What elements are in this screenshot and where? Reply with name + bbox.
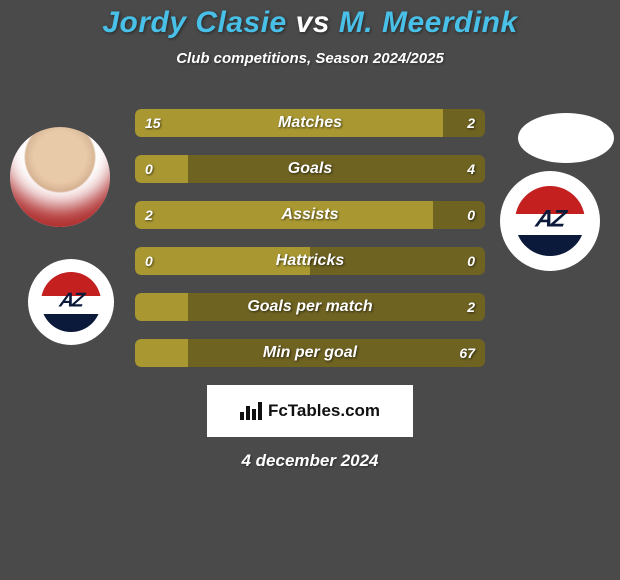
page-title: Jordy Clasie vs M. Meerdink	[0, 6, 620, 40]
club-logo-az-icon: AZ	[41, 272, 101, 332]
stat-bar-right-fill	[443, 109, 485, 137]
club-logo-az-icon: AZ	[515, 186, 585, 256]
stat-label: Goals per match	[247, 298, 372, 316]
stat-bar: Goals 0 4	[135, 155, 485, 183]
player2-club-logo: AZ	[500, 171, 600, 271]
stat-value-left: 2	[145, 207, 153, 223]
player1-club-logo: AZ	[28, 259, 114, 345]
stat-bar-left-fill	[135, 339, 188, 367]
stat-bar: Hattricks 0 0	[135, 247, 485, 275]
stat-bar-left-fill	[135, 293, 188, 321]
stat-value-right: 2	[467, 299, 475, 315]
title-player1: Jordy Clasie	[102, 6, 286, 39]
stat-label: Matches	[278, 114, 342, 132]
stat-bar-right-fill	[188, 155, 486, 183]
stat-value-right: 67	[459, 345, 475, 361]
stat-bar-right-fill	[433, 201, 486, 229]
stat-value-left: 15	[145, 115, 161, 131]
stat-bar: Goals per match 2	[135, 293, 485, 321]
content: Jordy Clasie vs M. Meerdink Club competi…	[0, 0, 620, 580]
stat-bar-left-fill	[135, 155, 188, 183]
stat-label: Assists	[282, 206, 339, 224]
stat-bar: Matches 15 2	[135, 109, 485, 137]
stat-value-left: 0	[145, 253, 153, 269]
footer-site: FcTables.com	[268, 401, 380, 421]
footer-date: 4 december 2024	[0, 451, 620, 471]
stat-value-right: 0	[467, 207, 475, 223]
player2-avatar	[518, 113, 614, 163]
stat-label: Min per goal	[263, 344, 357, 362]
chart-icon	[240, 402, 262, 420]
stat-bar: Min per goal 67	[135, 339, 485, 367]
footer-attribution: FcTables.com	[207, 385, 413, 437]
stat-value-right: 4	[467, 161, 475, 177]
stat-bar: Assists 2 0	[135, 201, 485, 229]
stats-bars: Matches152Goals04Assists20Hattricks00Goa…	[135, 109, 485, 367]
title-player2: M. Meerdink	[339, 6, 518, 39]
stat-value-left: 0	[145, 161, 153, 177]
stat-value-right: 2	[467, 115, 475, 131]
stat-value-right: 0	[467, 253, 475, 269]
stat-label: Hattricks	[276, 252, 344, 270]
player1-avatar	[10, 127, 110, 227]
title-vs: vs	[296, 6, 330, 39]
subtitle: Club competitions, Season 2024/2025	[0, 50, 620, 67]
stat-label: Goals	[288, 160, 332, 178]
